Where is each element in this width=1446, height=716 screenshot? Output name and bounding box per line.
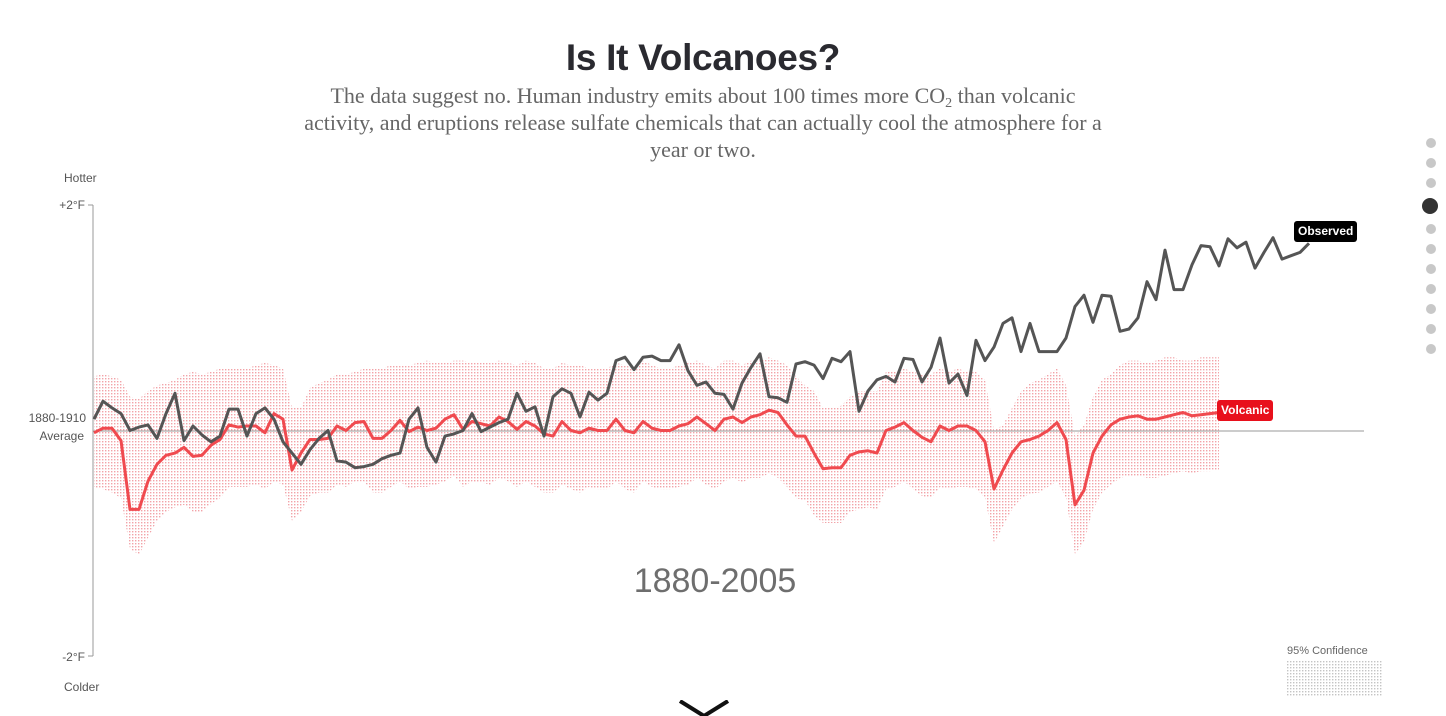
page-title: Is It Volcanoes? — [565, 37, 841, 78]
baseline-label-line2: Average — [39, 429, 84, 443]
era-label: 1880-2005 — [633, 562, 797, 600]
nav-dot-8[interactable] — [1426, 284, 1436, 294]
confidence-legend-swatch — [1287, 661, 1382, 697]
nav-dot-6[interactable] — [1426, 244, 1436, 254]
nav-dot-9[interactable] — [1426, 304, 1436, 314]
nav-dot-4[interactable] — [1422, 198, 1438, 214]
series-line-volcanic — [93, 408, 1220, 511]
nav-dot-1[interactable] — [1426, 138, 1436, 148]
nav-dot-5[interactable] — [1426, 224, 1436, 234]
nav-dot-7[interactable] — [1426, 264, 1436, 274]
chevron-down-icon[interactable] — [676, 700, 732, 716]
y-tick-top: +2°F — [59, 198, 85, 212]
subtitle-text-1: The data suggest no. Human industry emit… — [330, 83, 946, 108]
confidence-band — [94, 357, 1219, 555]
nav-dot-11[interactable] — [1426, 344, 1436, 354]
y-top-label: Hotter — [64, 171, 97, 185]
nav-dot-3[interactable] — [1426, 178, 1436, 188]
nav-dot-10[interactable] — [1426, 324, 1436, 334]
confidence-legend-label: 95% Confidence — [1287, 645, 1368, 657]
subtitle-subscript: 2 — [945, 96, 953, 111]
subtitle-text-2: than volcanic activity, and eruptions re… — [304, 83, 1102, 162]
baseline-label-line1: 1880-1910 — [28, 411, 86, 425]
section-nav-dots — [1422, 138, 1438, 364]
volcanic-series-label: Volcanic — [1217, 400, 1274, 421]
series-line-observed — [92, 236, 1311, 470]
observed-series-label: Observed — [1294, 221, 1358, 242]
y-tick-bottom: -2°F — [62, 650, 85, 664]
nav-dot-2[interactable] — [1426, 158, 1436, 168]
y-bottom-label: Colder — [64, 680, 100, 694]
page-subtitle: The data suggest no. Human industry emit… — [303, 82, 1103, 163]
